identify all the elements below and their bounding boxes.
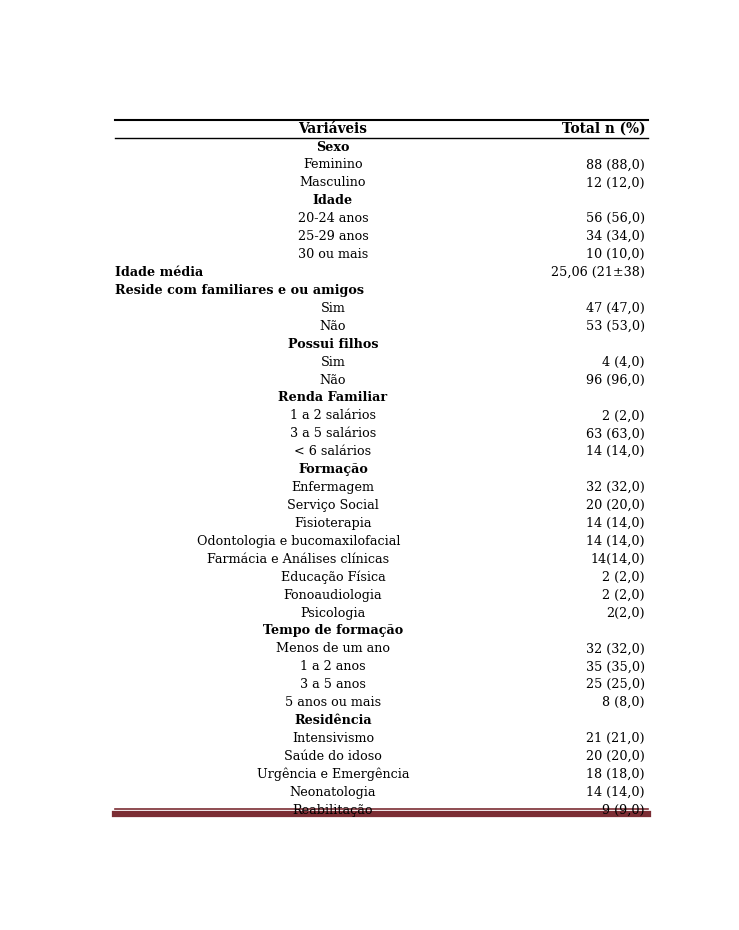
Text: Intensivismo: Intensivismo — [292, 732, 374, 745]
Text: 3 a 5 anos: 3 a 5 anos — [300, 678, 366, 691]
Text: Enfermagem: Enfermagem — [291, 481, 375, 494]
Text: 8 (8,0): 8 (8,0) — [602, 697, 645, 709]
Text: 2 (2,0): 2 (2,0) — [602, 409, 645, 422]
Text: Formação: Formação — [298, 463, 368, 476]
Text: 14 (14,0): 14 (14,0) — [587, 535, 645, 548]
Text: 4 (4,0): 4 (4,0) — [602, 355, 645, 368]
Text: Educação Física: Educação Física — [281, 570, 385, 584]
Text: Psicologia: Psicologia — [300, 606, 366, 619]
Text: 5 anos ou mais: 5 anos ou mais — [285, 697, 381, 709]
Text: Total n (%): Total n (%) — [562, 122, 645, 136]
Text: 47 (47,0): 47 (47,0) — [586, 302, 645, 315]
Text: Reside com familiares e ou amigos: Reside com familiares e ou amigos — [115, 284, 364, 297]
Text: 14 (14,0): 14 (14,0) — [587, 445, 645, 458]
Text: Neonatologia: Neonatologia — [290, 786, 376, 799]
Text: 2 (2,0): 2 (2,0) — [602, 589, 645, 602]
Text: Fonoaudiologia: Fonoaudiologia — [284, 589, 382, 602]
Text: 14(14,0): 14(14,0) — [590, 552, 645, 565]
Text: Menos de um ano: Menos de um ano — [276, 643, 390, 656]
Text: 53 (53,0): 53 (53,0) — [586, 320, 645, 333]
Text: 32 (32,0): 32 (32,0) — [586, 481, 645, 494]
Text: Renda Familiar: Renda Familiar — [279, 392, 387, 405]
Text: 56 (56,0): 56 (56,0) — [586, 212, 645, 225]
Text: 25-29 anos: 25-29 anos — [298, 231, 368, 243]
Text: 20 (20,0): 20 (20,0) — [586, 750, 645, 763]
Text: 32 (32,0): 32 (32,0) — [586, 643, 645, 656]
Text: Idade média: Idade média — [115, 266, 203, 279]
Text: 34 (34,0): 34 (34,0) — [586, 231, 645, 243]
Text: Farmácia e Análises clínicas: Farmácia e Análises clínicas — [208, 552, 389, 565]
Text: 1 a 2 anos: 1 a 2 anos — [300, 660, 366, 673]
Text: Possui filhos: Possui filhos — [287, 338, 378, 351]
Text: Feminino: Feminino — [303, 158, 363, 171]
Text: 12 (12,0): 12 (12,0) — [587, 177, 645, 190]
Text: Tempo de formação: Tempo de formação — [263, 624, 403, 637]
Text: Variáveis: Variáveis — [299, 122, 367, 136]
Text: Serviço Social: Serviço Social — [287, 499, 379, 512]
Text: Não: Não — [320, 374, 346, 387]
Text: 1 a 2 salários: 1 a 2 salários — [290, 409, 376, 422]
Text: 14 (14,0): 14 (14,0) — [587, 517, 645, 530]
Text: 14 (14,0): 14 (14,0) — [587, 786, 645, 799]
Text: Masculino: Masculino — [300, 177, 366, 190]
Text: Sim: Sim — [321, 302, 345, 315]
Text: Saúde do idoso: Saúde do idoso — [284, 750, 382, 763]
Text: Reabilitação: Reabilitação — [293, 804, 373, 817]
Text: Idade: Idade — [313, 194, 353, 207]
Text: 10 (10,0): 10 (10,0) — [587, 248, 645, 261]
Text: 21 (21,0): 21 (21,0) — [587, 732, 645, 745]
Text: < 6 salários: < 6 salários — [294, 445, 372, 458]
Text: Sexo: Sexo — [316, 140, 350, 153]
Text: 20 (20,0): 20 (20,0) — [586, 499, 645, 512]
Text: 63 (63,0): 63 (63,0) — [586, 427, 645, 440]
Text: 30 ou mais: 30 ou mais — [298, 248, 368, 261]
Text: Sim: Sim — [321, 355, 345, 368]
Text: 2 (2,0): 2 (2,0) — [602, 571, 645, 584]
Text: Não: Não — [320, 320, 346, 333]
Text: Residência: Residência — [294, 714, 372, 727]
Text: 2(2,0): 2(2,0) — [607, 606, 645, 619]
Text: 35 (35,0): 35 (35,0) — [586, 660, 645, 673]
Text: Odontologia e bucomaxilofacial: Odontologia e bucomaxilofacial — [197, 535, 401, 548]
Text: 3 a 5 salários: 3 a 5 salários — [290, 427, 376, 440]
Text: 25 (25,0): 25 (25,0) — [586, 678, 645, 691]
Text: 96 (96,0): 96 (96,0) — [586, 374, 645, 387]
Text: 18 (18,0): 18 (18,0) — [587, 768, 645, 781]
Text: 88 (88,0): 88 (88,0) — [586, 158, 645, 171]
Text: Fisioterapia: Fisioterapia — [294, 517, 372, 530]
Text: 25,06 (21±38): 25,06 (21±38) — [551, 266, 645, 279]
Text: 9 (9,0): 9 (9,0) — [602, 804, 645, 817]
Text: 20-24 anos: 20-24 anos — [298, 212, 368, 225]
Text: Urgência e Emergência: Urgência e Emergência — [256, 767, 409, 781]
